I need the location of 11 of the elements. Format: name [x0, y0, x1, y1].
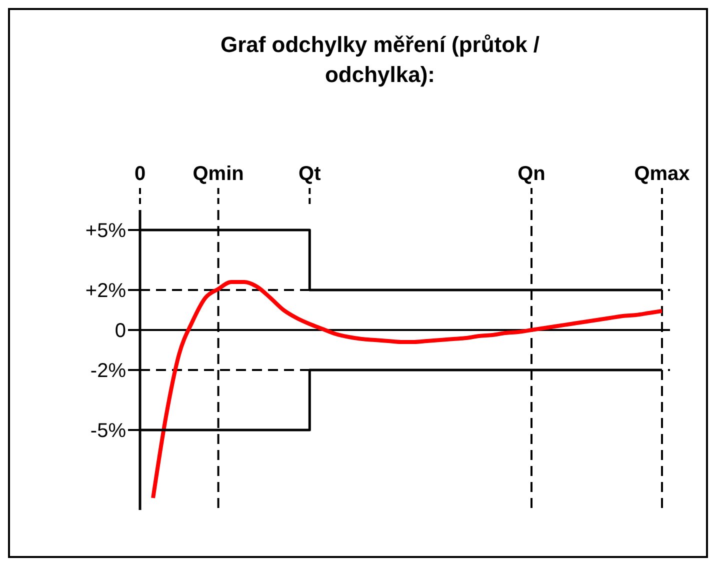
x-tick-label: Qmax [634, 163, 690, 185]
y-tick-label: +2% [85, 280, 126, 302]
chart-title: Graf odchylky měření (průtok / odchylka): [219, 31, 541, 89]
y-tick-label: 0 [114, 320, 126, 342]
y-tick-label: -5% [90, 420, 126, 442]
y-tick-label: +5% [85, 220, 126, 242]
x-tick-label: 0 [134, 163, 146, 185]
x-tick-label: Qt [298, 163, 322, 185]
x-tick-label: Qmin [192, 163, 244, 185]
y-tick-label: -2% [90, 360, 126, 382]
x-tick-label: Qn [518, 163, 546, 185]
